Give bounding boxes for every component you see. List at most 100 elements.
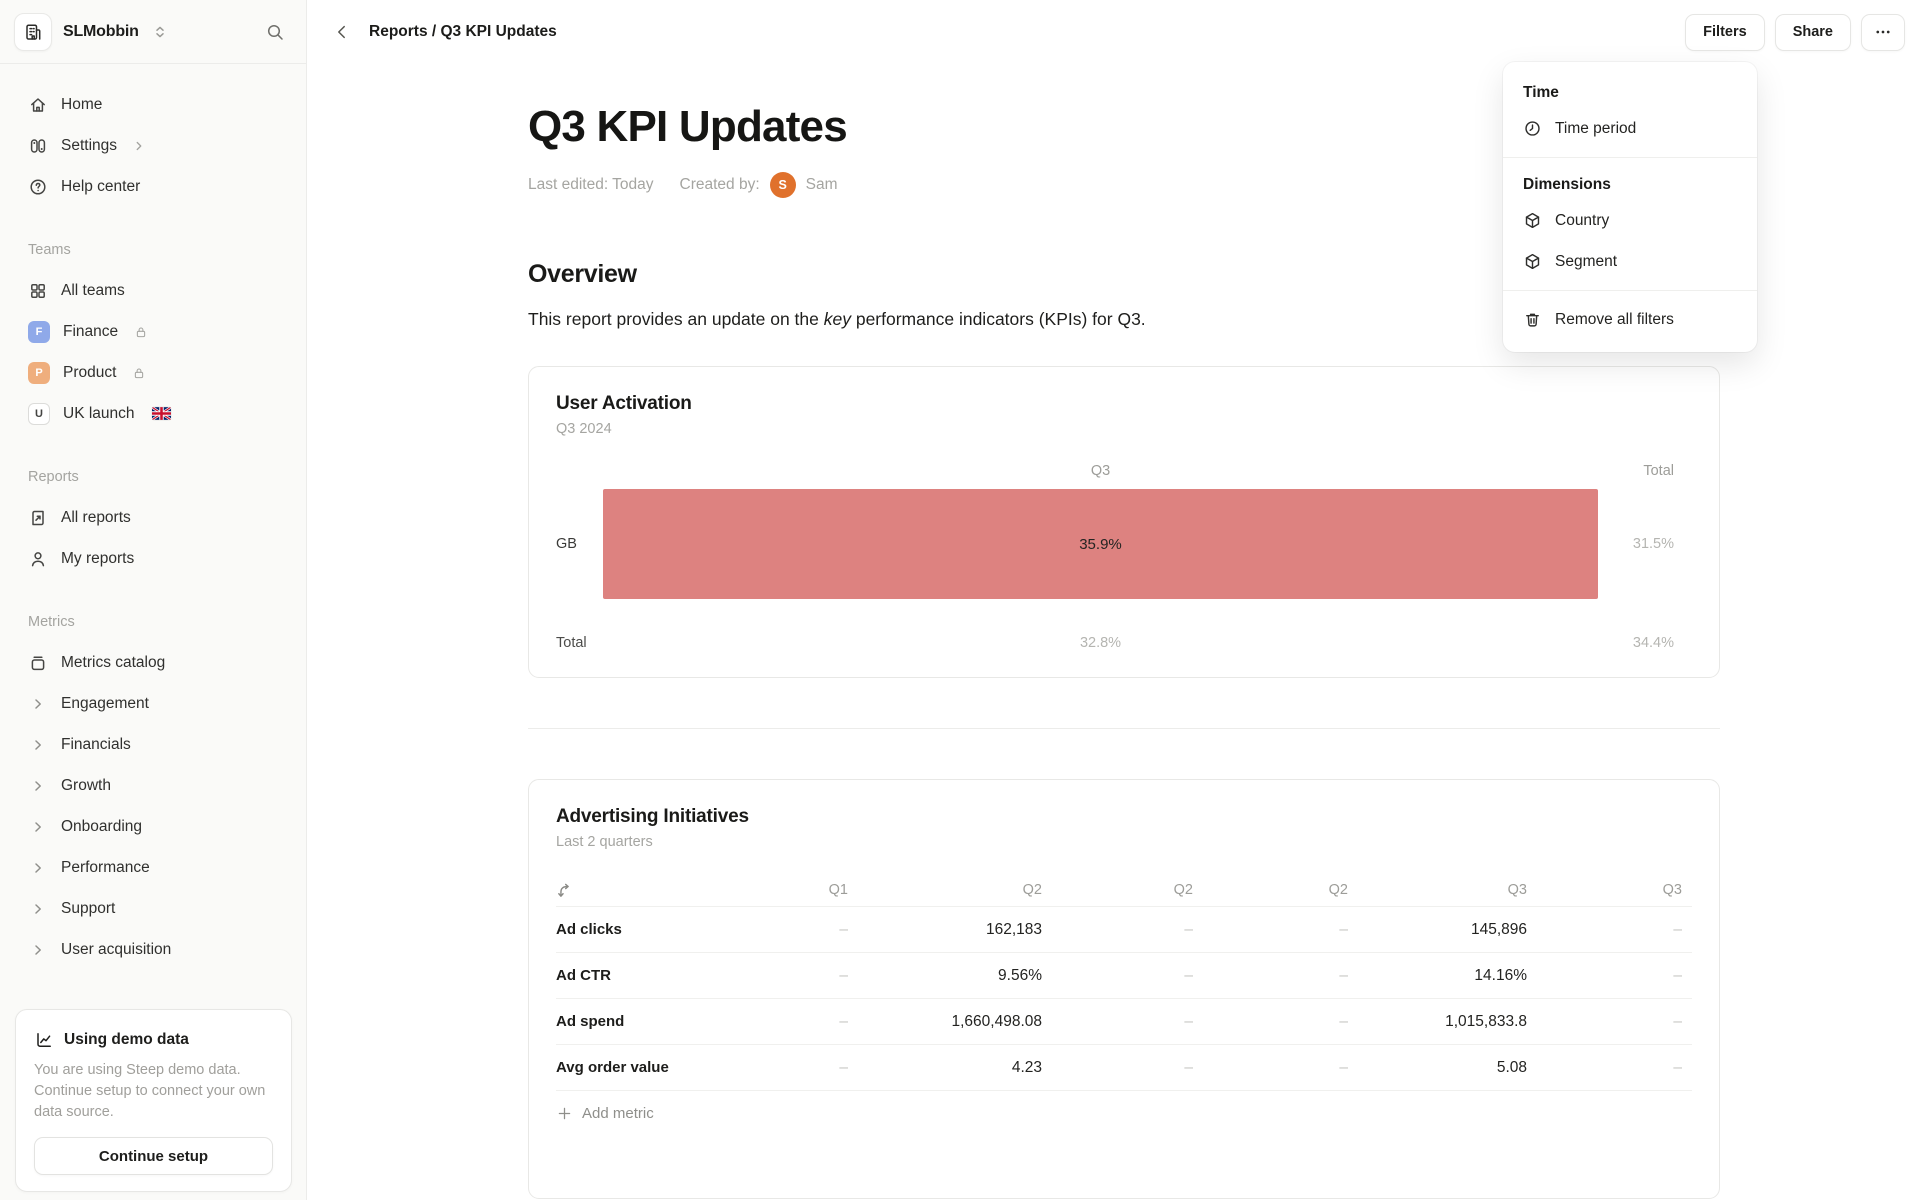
- lock-icon: [136, 327, 146, 337]
- chart-totals-row: Total 32.8% 34.4%: [556, 635, 1692, 651]
- sidebar-item-label: Product: [63, 363, 117, 381]
- cell: 145,896: [1470, 920, 1527, 938]
- sidebar-item-onboarding[interactable]: Onboarding: [0, 806, 296, 847]
- table-title: Advertising Initiatives: [556, 806, 749, 827]
- cell: –: [1673, 920, 1682, 938]
- bar-gb-q3[interactable]: 35.9%: [603, 489, 1598, 599]
- demo-data-card: Using demo data You are using Steep demo…: [15, 1008, 292, 1192]
- chevron-right-icon: [35, 780, 41, 791]
- sidebar-item-user-acquisition[interactable]: User acquisition: [0, 929, 296, 970]
- filters-time-header: Time: [1523, 84, 1559, 101]
- workspace-name[interactable]: SLMobbin: [63, 22, 139, 40]
- cell: –: [1339, 1012, 1348, 1030]
- cell: 1,660,498.08: [951, 1012, 1042, 1030]
- sidebar-item-engagement[interactable]: Engagement: [0, 683, 296, 724]
- menu-item-country[interactable]: Country: [1503, 200, 1757, 241]
- sidebar-item-my-reports[interactable]: My reports: [0, 538, 296, 579]
- sidebar-item-uk-launch[interactable]: U UK launch: [0, 393, 296, 434]
- chevron-right-icon: [35, 862, 41, 873]
- report-content: Q3 KPI Updates Last edited: Today Create…: [528, 102, 1720, 1199]
- sidebar-item-support[interactable]: Support: [0, 888, 296, 929]
- demo-card-body: You are using Steep demo data. Continue …: [34, 1061, 266, 1120]
- clock-icon: [1525, 121, 1540, 136]
- overview-paragraph: This report provides an update on the ke…: [528, 309, 1720, 330]
- chevron-left-icon: [338, 25, 345, 39]
- table-row: Ad CTR – 9.56% – – 14.16% –: [556, 952, 1692, 998]
- bar-value-label: 35.9%: [1079, 535, 1122, 553]
- back-button[interactable]: [327, 17, 357, 47]
- sidebar-item-settings[interactable]: Settings: [0, 125, 296, 166]
- share-button[interactable]: Share: [1774, 13, 1851, 51]
- chart-row-gb: GB 35.9% 31.5%: [556, 489, 1692, 599]
- sidebar-item-performance[interactable]: Performance: [0, 847, 296, 888]
- cell: –: [1673, 1058, 1682, 1076]
- ellipsis-icon: [1876, 30, 1890, 34]
- workspace-logo[interactable]: [14, 12, 52, 51]
- sidebar-item-label: Growth: [61, 776, 111, 794]
- sidebar-item-help-center[interactable]: Help center: [0, 166, 296, 207]
- chart-column-q3: Q3: [1090, 463, 1111, 479]
- dimension-cube-icon: [1525, 212, 1540, 229]
- add-metric-button[interactable]: Add metric: [556, 1090, 1692, 1136]
- building-icon: [26, 23, 41, 40]
- transpose-icon[interactable]: [556, 881, 575, 900]
- sidebar-item-all-teams[interactable]: All teams: [0, 270, 296, 311]
- cell: 9.56%: [998, 966, 1042, 984]
- cell: –: [839, 966, 848, 984]
- cell: –: [839, 920, 848, 938]
- table-header-row: Q1 Q2 Q2 Q2 Q3 Q3: [556, 874, 1692, 906]
- col-header: Q2: [1328, 882, 1348, 898]
- sidebar-item-label: UK launch: [63, 404, 135, 422]
- chevron-right-icon: [35, 903, 41, 914]
- dimension-cube-icon: [1525, 253, 1540, 270]
- sidebar-item-metrics-catalog[interactable]: Metrics catalog: [0, 642, 296, 683]
- chevron-right-icon: [35, 698, 41, 709]
- continue-setup-button[interactable]: Continue setup: [34, 1137, 273, 1175]
- report-document-icon: [32, 510, 44, 525]
- search-button[interactable]: [258, 15, 292, 49]
- filters-dropdown: Time Time period Dimensions Country Segm…: [1503, 62, 1757, 352]
- sidebar-item-product[interactable]: P Product: [0, 352, 296, 393]
- overview-text: This report provides an update on the: [528, 309, 824, 329]
- sidebar-item-label: Finance: [63, 322, 119, 340]
- menu-item-time-period[interactable]: Time period: [1503, 108, 1757, 149]
- sidebar-nav: Home Settings Help center Teams All team…: [0, 64, 306, 970]
- sidebar-item-growth[interactable]: Growth: [0, 765, 296, 806]
- sidebar-item-label: My reports: [61, 549, 135, 567]
- chart-subtitle: Q3 2024: [556, 421, 612, 437]
- menu-item-remove-all-filters[interactable]: Remove all filters: [1503, 299, 1757, 340]
- sidebar-item-finance[interactable]: F Finance: [0, 311, 296, 352]
- sidebar-item-label: Metrics catalog: [61, 653, 166, 671]
- cell: –: [1184, 1058, 1193, 1076]
- workspace-header: SLMobbin: [0, 0, 306, 64]
- plus-icon: [558, 1107, 571, 1120]
- table-row: Avg order value – 4.23 – – 5.08 –: [556, 1044, 1692, 1090]
- section-title-reports: Reports: [28, 468, 79, 485]
- menu-item-label: Segment: [1555, 252, 1618, 270]
- grid-icon: [31, 283, 45, 298]
- sidebar-item-label: Home: [61, 95, 103, 113]
- topbar: Reports / Q3 KPI Updates Filters Share: [307, 0, 1920, 64]
- menu-item-label: Country: [1555, 211, 1610, 229]
- workspace-switcher-icon[interactable]: [152, 24, 168, 40]
- menu-item-segment[interactable]: Segment: [1503, 241, 1757, 282]
- overview-text-italic: key: [823, 309, 851, 329]
- sidebar-item-all-reports[interactable]: All reports: [0, 497, 296, 538]
- author-name: Sam: [805, 176, 838, 193]
- cell: –: [839, 1012, 848, 1030]
- sidebar-item-financials[interactable]: Financials: [0, 724, 296, 765]
- table-row: Ad clicks – 162,183 – – 145,896 –: [556, 906, 1692, 952]
- catalog-icon: [31, 655, 45, 670]
- team-avatar-uk-launch: U: [28, 402, 50, 425]
- settings-icon: [30, 138, 46, 153]
- more-button[interactable]: [1861, 13, 1905, 51]
- sidebar-item-home[interactable]: Home: [0, 84, 296, 125]
- sidebar-item-label: Engagement: [61, 694, 149, 712]
- breadcrumb[interactable]: Reports / Q3 KPI Updates: [369, 23, 557, 40]
- filters-button[interactable]: Filters: [1685, 13, 1765, 51]
- sidebar-item-label: All reports: [61, 508, 131, 526]
- metric-name: Ad clicks: [556, 921, 622, 938]
- col-header: Q1: [828, 882, 848, 898]
- sidebar-item-label: Help center: [61, 177, 141, 195]
- section-divider: [528, 728, 1720, 729]
